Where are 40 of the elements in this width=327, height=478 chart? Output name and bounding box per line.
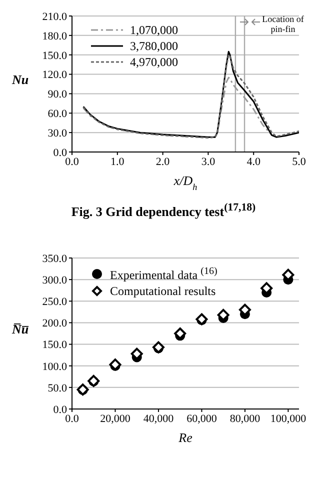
annotation: Location of pin-fin bbox=[262, 14, 304, 34]
y-tick-label: 210.0 bbox=[42, 10, 68, 23]
x-tick-label: 80,000 bbox=[230, 413, 261, 426]
x-tick-label: 2.0 bbox=[156, 156, 170, 168]
legend-label: 4,970,000 bbox=[130, 54, 178, 70]
y-tick-label: 180.0 bbox=[42, 30, 68, 42]
legend-label: 1,070,000 bbox=[130, 22, 178, 38]
x-tick-label: 20,000 bbox=[100, 413, 131, 426]
y-tick-label: 0.0 bbox=[53, 146, 68, 159]
y-tick-label: 30.0 bbox=[48, 127, 68, 140]
legend-label: 3,780,000 bbox=[130, 38, 178, 54]
x-tick-label: 5.0 bbox=[292, 156, 306, 168]
x-tick-label: 0.0 bbox=[65, 156, 80, 168]
point bbox=[109, 358, 122, 371]
y-tick-label: 150.0 bbox=[42, 340, 68, 352]
x-tick-label: 100,000 bbox=[270, 413, 307, 426]
y-tick-label: 50.0 bbox=[48, 382, 68, 395]
x-axis-title: x/D$_{h}$ bbox=[172, 173, 198, 192]
y-tick-label: 250.0 bbox=[42, 296, 68, 308]
caption: Fig. 3 Grid dependency test$^{(17,18)}$ bbox=[71, 202, 256, 220]
y-axis-title: N̅u̅ bbox=[11, 322, 30, 337]
y-tick-label: 100.0 bbox=[42, 361, 68, 374]
x-tick-label: 4.0 bbox=[246, 156, 261, 168]
x-tick-label: 40,000 bbox=[143, 413, 174, 426]
legend-label: Computational results bbox=[110, 283, 216, 300]
y-tick-label: 350.0 bbox=[42, 253, 68, 266]
y-tick-label: 0.0 bbox=[53, 404, 68, 416]
x-tick-label: 3.0 bbox=[201, 156, 216, 168]
x-axis-title: Re bbox=[178, 430, 193, 446]
x-tick-label: 0.0 bbox=[65, 413, 80, 426]
y-tick-label: 60.0 bbox=[48, 108, 68, 120]
y-tick-label: 300.0 bbox=[42, 274, 68, 287]
y-tick-label: 150.0 bbox=[42, 50, 68, 62]
legend-label: Experimental data $^{(16)}$ bbox=[110, 265, 218, 284]
x-tick-label: 60,000 bbox=[186, 413, 218, 426]
y-tick-label: 120.0 bbox=[42, 69, 68, 82]
x-tick-label: 1.0 bbox=[110, 156, 125, 168]
y-tick-label: 90.0 bbox=[48, 88, 68, 101]
y-axis-title: Nu bbox=[11, 72, 29, 87]
y-tick-label: 200.0 bbox=[42, 318, 68, 330]
